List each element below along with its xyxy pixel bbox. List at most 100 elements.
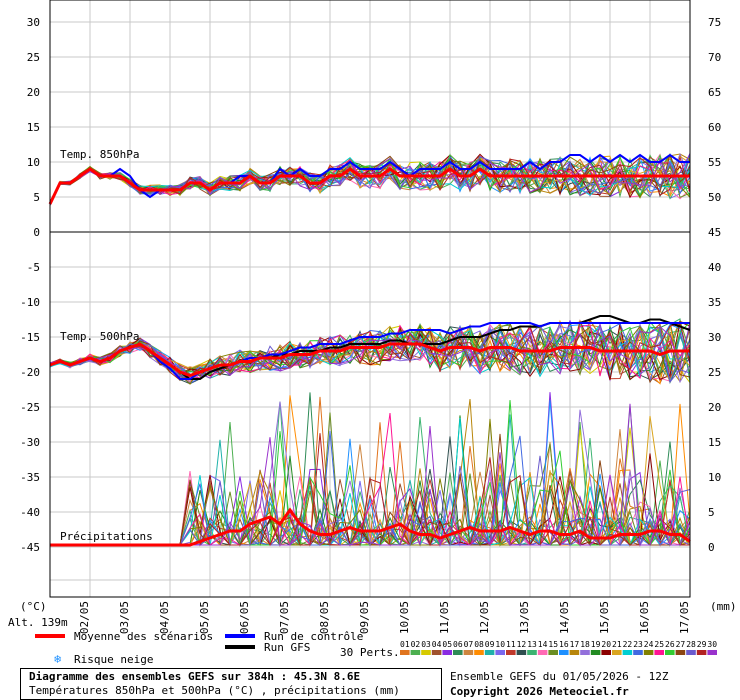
x-tick-label: 06/05 [238, 601, 251, 634]
left-tick-label: -30 [20, 436, 40, 449]
member-label-08: 08 [474, 640, 484, 649]
member-swatch-20 [601, 650, 611, 655]
member-swatch-08 [474, 650, 484, 655]
member-label-25: 25 [654, 640, 664, 649]
right-tick-label: 0 [708, 541, 715, 554]
member-swatch-30 [707, 650, 717, 655]
member-label-30: 30 [707, 640, 717, 649]
left-tick-label: 15 [27, 121, 40, 134]
member-t500-23 [49, 322, 691, 384]
member-label-28: 28 [686, 640, 696, 649]
x-tick-label: 02/05 [78, 601, 91, 634]
member-swatch-06 [453, 650, 463, 655]
member-label-26: 26 [665, 640, 675, 649]
left-tick-label: -10 [20, 296, 40, 309]
left-axis-unit: (°C) [20, 600, 47, 613]
right-tick-label: 70 [708, 51, 721, 64]
right-tick-label: 40 [708, 261, 721, 274]
x-tick-label: 03/05 [118, 601, 131, 634]
right-tick-label: 55 [708, 156, 721, 169]
left-tick-label: -15 [20, 331, 40, 344]
member-label-10: 10 [495, 640, 505, 649]
member-t850-22 [49, 157, 691, 205]
member-swatch-26 [665, 650, 675, 655]
member-label-11: 11 [506, 640, 516, 649]
member-label-16: 16 [559, 640, 569, 649]
right-tick-label: 50 [708, 191, 721, 204]
legend-mean-label: Moyenne des scénarios [74, 630, 213, 643]
member-swatch-04 [431, 650, 442, 655]
member-swatch-29 [696, 650, 707, 655]
member-swatch-27 [675, 650, 686, 655]
member-label-13: 13 [527, 640, 537, 649]
right-tick-label: 25 [708, 366, 721, 379]
member-swatch-19 [590, 650, 601, 655]
control-t850-line [49, 153, 690, 205]
main-series [48, 153, 691, 547]
mean-t500-line [49, 342, 690, 378]
x-tick-label: 11/05 [438, 601, 451, 634]
x-tick-label: 08/05 [318, 601, 331, 634]
x-tick-label: 16/05 [638, 601, 651, 634]
member-swatch-23 [633, 650, 643, 655]
label-precip: Précipitations [60, 530, 153, 543]
legend-perts-label: 30 Perts. [340, 646, 400, 659]
chart-axes: 302520151050-5-10-15-20-25-30-35-40-4575… [8, 0, 737, 634]
member-swatch-12 [516, 650, 527, 655]
member-swatch-16 [559, 650, 569, 655]
member-swatch-18 [580, 650, 590, 655]
legend-snow-label: Risque neige [74, 653, 153, 666]
left-tick-label: -35 [20, 471, 40, 484]
x-tick-label: 17/05 [678, 601, 691, 634]
left-tick-label: 30 [27, 16, 40, 29]
member-swatch-03 [421, 650, 431, 655]
left-tick-label: -20 [20, 366, 40, 379]
copyright: Copyright 2026 Meteociel.fr [450, 685, 629, 698]
left-tick-label: 10 [27, 156, 40, 169]
chart-labels: Temp. 850hPa Temp. 500hPa Précipitations [60, 148, 153, 543]
right-tick-label: 5 [708, 506, 715, 519]
member-swatch-17 [569, 650, 580, 655]
x-tick-label: 12/05 [478, 601, 491, 634]
x-tick-label: 15/05 [598, 601, 611, 634]
left-tick-label: -25 [20, 401, 40, 414]
member-label-18: 18 [580, 640, 590, 649]
x-tick-label: 14/05 [558, 601, 571, 634]
member-label-01: 01 [400, 640, 410, 649]
member-label-04: 04 [432, 640, 442, 649]
member-swatch-14 [537, 650, 548, 655]
member-label-06: 06 [453, 640, 463, 649]
member-label-12: 12 [517, 640, 527, 649]
right-tick-label: 75 [708, 16, 721, 29]
member-label-15: 15 [548, 640, 558, 649]
x-tick-label: 09/05 [358, 601, 371, 634]
x-tick-label: 05/05 [198, 601, 211, 634]
left-tick-label: -40 [20, 506, 40, 519]
right-tick-label: 20 [708, 401, 721, 414]
left-tick-label: 25 [27, 51, 40, 64]
member-label-17: 17 [570, 640, 580, 649]
member-swatch-05 [442, 650, 452, 655]
member-label-03: 03 [421, 640, 431, 649]
snowflake-icon: ❄ [54, 652, 61, 666]
title-box: Diagramme des ensembles GEFS sur 384h : … [20, 668, 442, 700]
alt-label: Alt. 139m [8, 616, 68, 629]
mean-precip-line [50, 507, 691, 547]
member-label-21: 21 [612, 640, 622, 649]
member-swatch-07 [463, 650, 474, 655]
x-tick-label: 04/05 [158, 601, 171, 634]
member-label-29: 29 [697, 640, 707, 649]
left-tick-label: -45 [20, 541, 40, 554]
legend-gfs-label: Run GFS [264, 641, 310, 654]
x-tick-label: 10/05 [398, 601, 411, 634]
member-swatch-11 [506, 650, 516, 655]
member-t500-14 [49, 323, 691, 383]
member-swatch-10 [495, 650, 505, 655]
right-tick-label: 15 [708, 436, 721, 449]
control-t500-line [49, 322, 690, 380]
label-t500: Temp. 500hPa [60, 330, 139, 343]
right-tick-label: 10 [708, 471, 721, 484]
chart-legend: Moyenne des scénarios Run de contrôleRun … [35, 630, 717, 666]
member-label-02: 02 [411, 640, 421, 649]
member-label-07: 07 [464, 640, 474, 649]
